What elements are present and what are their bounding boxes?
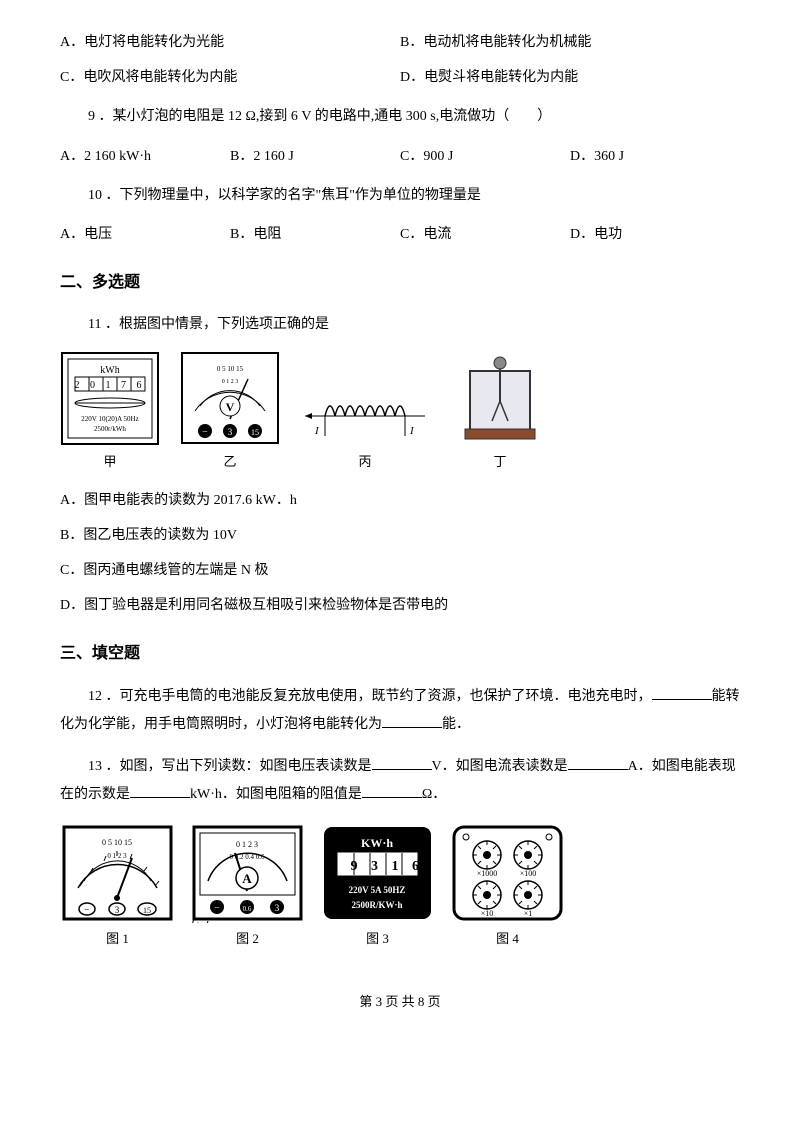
fig-bing: I I 丙 bbox=[300, 386, 430, 473]
q13-blank4[interactable] bbox=[362, 782, 422, 798]
svg-text:0 1 2 3: 0 1 2 3 bbox=[222, 379, 239, 385]
svg-text:3: 3 bbox=[115, 905, 120, 915]
fig13-4-caption: 图 4 bbox=[496, 927, 519, 950]
svg-text:kWh: kWh bbox=[100, 365, 119, 376]
q9-options: A．2 160 kW·h B．2 160 J C．900 J D．360 J bbox=[60, 144, 740, 169]
svg-text:−: − bbox=[214, 903, 220, 914]
q8-opt-a: A．电灯将电能转化为光能 bbox=[60, 30, 400, 55]
q10-opt-b: B．电阻 bbox=[230, 222, 400, 247]
q8-options-row2: C．电吹风将电能转化为内能 D．电熨斗将电能转化为内能 bbox=[60, 65, 740, 90]
svg-text:220V 5A 50HZ: 220V 5A 50HZ bbox=[349, 885, 406, 895]
fig-yi: 0 5 10 15 0 1 2 3 V − 3 15 乙 bbox=[180, 351, 280, 473]
q13-blank1[interactable] bbox=[372, 754, 432, 770]
svg-text:2500R/KW·h: 2500R/KW·h bbox=[351, 900, 402, 910]
fig13-4: ×1000 ×100 ×10 ×1 图 4 bbox=[450, 823, 565, 950]
svg-text:3: 3 bbox=[228, 427, 233, 437]
q12-text: 12 ．可充电手电筒的电池能反复充放电使用，既节约了资源，也保护了环境．电池充电… bbox=[60, 683, 740, 739]
fig-jia-caption: 甲 bbox=[103, 450, 116, 473]
svg-text:−: − bbox=[84, 905, 90, 916]
q13-p2: V．如图电流表读数是 bbox=[432, 759, 568, 774]
q12-blank2[interactable] bbox=[382, 712, 442, 728]
svg-text:0 9 3 1 6: 0 9 3 1 6 bbox=[330, 859, 424, 874]
svg-text:×10: ×10 bbox=[481, 909, 494, 918]
q13-blank2[interactable] bbox=[568, 754, 628, 770]
voltmeter-icon: 0 5 10 15 0 1 2 3 V − 3 15 bbox=[180, 351, 280, 446]
fig13-3: KW·h 0 9 3 1 6 220V 5A 50HZ 2500R/KW·h 图… bbox=[320, 823, 435, 950]
voltmeter2-icon: 0 5 10 15 0 1 2 3 − 3 15 bbox=[60, 823, 175, 923]
resistance-box-icon: ×1000 ×100 ×10 ×1 bbox=[450, 823, 565, 923]
section3-title: 三、填空题 bbox=[60, 640, 740, 669]
q9-opt-b: B．2 160 J bbox=[230, 144, 400, 169]
svg-text:15: 15 bbox=[143, 906, 151, 915]
q9-opt-c: C．900 J bbox=[400, 144, 570, 169]
ammeter-icon: 0 1 2 3 0 0.2 0.4 0.6 A − 0.6 3 bbox=[190, 823, 305, 923]
fig13-1-caption: 图 1 bbox=[106, 927, 129, 950]
svg-text:×1: ×1 bbox=[524, 909, 533, 918]
svg-text:I: I bbox=[314, 425, 320, 437]
fig-bing-caption: 丙 bbox=[358, 450, 371, 473]
q8-opt-c: C．电吹风将电能转化为内能 bbox=[60, 65, 400, 90]
q9-opt-a: A．2 160 kW·h bbox=[60, 144, 230, 169]
q12-p1: 12 ．可充电手电筒的电池能反复充放电使用，既节约了资源，也保护了环境．电池充电… bbox=[88, 689, 652, 704]
svg-text:×1000: ×1000 bbox=[477, 869, 498, 878]
q13-p4: kW·h．如图电阻箱的阻值是 bbox=[190, 787, 362, 802]
svg-text:3: 3 bbox=[275, 903, 280, 913]
svg-text:A: A bbox=[242, 871, 252, 886]
q8-opt-b: B．电动机将电能转化为机械能 bbox=[400, 30, 740, 55]
q8-opt-d: D．电熨斗将电能转化为内能 bbox=[400, 65, 740, 90]
svg-text:220V 10(20)A 50Hz: 220V 10(20)A 50Hz bbox=[81, 415, 138, 423]
svg-text:0 1 2 3: 0 1 2 3 bbox=[236, 840, 258, 849]
q12-blank1[interactable] bbox=[652, 684, 712, 700]
fig-ding-caption: 丁 bbox=[493, 450, 506, 473]
svg-text:15: 15 bbox=[251, 428, 259, 437]
svg-text:0 5 10 15: 0 5 10 15 bbox=[217, 365, 244, 373]
fig13-2: 0 1 2 3 0 0.2 0.4 0.6 A − 0.6 3 图 2 bbox=[190, 823, 305, 950]
q13-text: 13 ．如图，写出下列读数：如图电压表读数是V．如图电流表读数是A．如图电能表现… bbox=[60, 753, 740, 809]
kwh-meter-icon: KW·h 0 9 3 1 6 220V 5A 50HZ 2500R/KW·h bbox=[320, 823, 435, 923]
fig-jia: kWh 2 0 1 7 6 220V 10(20)A 50Hz 2500r/kW… bbox=[60, 351, 160, 473]
page-footer: 第 3 页 共 8 页 bbox=[60, 990, 740, 1013]
q13-p5: Ω． bbox=[422, 787, 446, 802]
svg-text:KW·h: KW·h bbox=[361, 836, 393, 850]
fig13-1: 0 5 10 15 0 1 2 3 − 3 15 图 1 bbox=[60, 823, 175, 950]
q11-stem: 11 ．根据图中情景，下列选项正确的是 bbox=[60, 312, 740, 337]
fig13-2-caption: 图 2 bbox=[236, 927, 259, 950]
q11-opt-c: C．图丙通电螺线管的左端是 N 极 bbox=[60, 558, 740, 583]
q11-figures: kWh 2 0 1 7 6 220V 10(20)A 50Hz 2500r/kW… bbox=[60, 351, 740, 473]
solenoid-icon: I I bbox=[300, 386, 430, 446]
q12-p3: 能． bbox=[442, 717, 470, 732]
q13-p1: 13 ．如图，写出下列读数：如图电压表读数是 bbox=[88, 759, 372, 774]
svg-text:0 1 2 3: 0 1 2 3 bbox=[107, 852, 127, 860]
energy-meter-icon: kWh 2 0 1 7 6 220V 10(20)A 50Hz 2500r/kW… bbox=[60, 351, 160, 446]
fig13-3-caption: 图 3 bbox=[366, 927, 389, 950]
svg-text:×100: ×100 bbox=[520, 869, 537, 878]
svg-text:2500r/kWh: 2500r/kWh bbox=[94, 425, 126, 433]
q11-opt-d: D．图丁验电器是利用同名磁极互相吸引来检验物体是否带电的 bbox=[60, 593, 740, 618]
svg-text:0.6: 0.6 bbox=[243, 905, 252, 913]
q10-opt-d: D．电功 bbox=[570, 222, 740, 247]
q11-opt-b: B．图乙电压表的读数为 10V bbox=[60, 523, 740, 548]
fig-ding: 丁 bbox=[450, 351, 550, 473]
q9-stem: 9 ．某小灯泡的电阻是 12 Ω,接到 6 V 的电路中,通电 300 s,电流… bbox=[60, 104, 740, 129]
q10-stem: 10 ．下列物理量中，以科学家的名字"焦耳"作为单位的物理量是 bbox=[60, 183, 740, 208]
svg-text:I: I bbox=[409, 425, 415, 437]
q8-options-row1: A．电灯将电能转化为光能 B．电动机将电能转化为机械能 bbox=[60, 30, 740, 55]
q13-figures: 0 5 10 15 0 1 2 3 − 3 15 图 1 0 1 2 3 0 0… bbox=[60, 823, 740, 950]
q10-opt-c: C．电流 bbox=[400, 222, 570, 247]
q10-options: A．电压 B．电阻 C．电流 D．电功 bbox=[60, 222, 740, 247]
svg-text:V: V bbox=[226, 400, 235, 414]
q13-blank3[interactable] bbox=[130, 782, 190, 798]
q9-opt-d: D．360 J bbox=[570, 144, 740, 169]
q11-opt-a: A．图甲电能表的读数为 2017.6 kW．h bbox=[60, 488, 740, 513]
svg-text:−: − bbox=[202, 427, 208, 438]
section2-title: 二、多选题 bbox=[60, 269, 740, 298]
q10-opt-a: A．电压 bbox=[60, 222, 230, 247]
svg-text:0 5 10 15: 0 5 10 15 bbox=[102, 838, 132, 847]
svg-text:2 0 1 7 6: 2 0 1 7 6 bbox=[75, 380, 146, 391]
fig-yi-caption: 乙 bbox=[223, 450, 236, 473]
electroscope-icon bbox=[450, 351, 550, 446]
